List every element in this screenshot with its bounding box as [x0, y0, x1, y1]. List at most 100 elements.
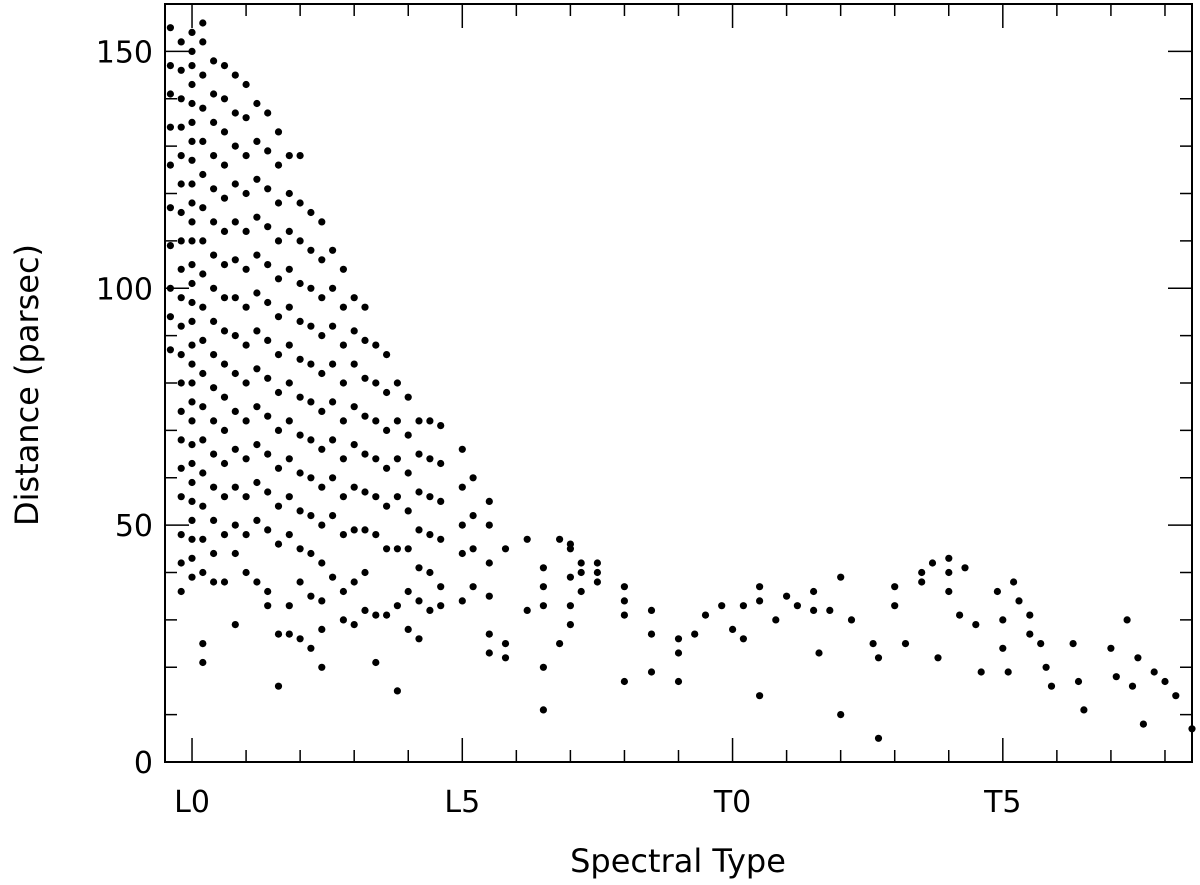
data-point	[264, 488, 272, 496]
data-point	[426, 455, 434, 463]
data-point	[199, 403, 207, 411]
data-point	[177, 531, 185, 539]
data-point	[539, 564, 548, 572]
data-point	[307, 398, 315, 406]
data-point	[220, 194, 229, 202]
data-point	[593, 578, 602, 586]
data-point	[242, 341, 250, 349]
data-point	[837, 573, 845, 581]
data-point	[437, 459, 445, 468]
data-point	[999, 644, 1007, 652]
data-point	[426, 493, 434, 501]
axis-ticks	[165, 3, 1192, 763]
data-point	[231, 294, 239, 302]
data-point	[383, 464, 391, 472]
data-point	[339, 265, 347, 273]
data-point	[220, 261, 229, 269]
data-point	[210, 185, 218, 193]
data-point	[188, 156, 196, 164]
data-point	[274, 540, 283, 548]
data-point	[1069, 640, 1077, 648]
data-point	[285, 189, 293, 198]
data-point	[253, 441, 261, 449]
data-point	[210, 417, 218, 425]
data-point	[220, 393, 229, 401]
data-point	[1161, 677, 1169, 686]
data-point	[274, 426, 283, 434]
data-point	[329, 322, 337, 330]
data-point	[307, 246, 315, 254]
data-point	[177, 559, 185, 567]
data-point	[329, 284, 337, 292]
data-point	[177, 265, 185, 273]
data-point	[437, 422, 445, 430]
data-point	[566, 602, 575, 610]
data-point	[469, 545, 477, 553]
data-point	[415, 526, 423, 534]
data-point	[318, 445, 326, 453]
data-point	[307, 592, 315, 600]
data-point	[231, 142, 239, 150]
data-point	[458, 549, 466, 558]
data-point	[188, 478, 196, 487]
data-point	[501, 654, 510, 662]
data-point	[188, 237, 196, 245]
data-point	[318, 625, 326, 634]
data-point	[199, 270, 207, 278]
data-point	[199, 71, 207, 79]
data-point	[539, 602, 548, 610]
data-point	[539, 663, 548, 671]
data-point	[485, 559, 493, 567]
y-tick-label: 100	[96, 272, 153, 307]
data-point	[350, 526, 358, 534]
data-point	[188, 554, 196, 562]
data-point	[501, 545, 510, 553]
data-point	[220, 95, 229, 103]
data-point	[274, 275, 283, 283]
data-point	[231, 332, 239, 340]
data-point	[242, 114, 250, 122]
data-point	[285, 531, 293, 539]
data-point	[177, 436, 185, 444]
data-point	[350, 360, 358, 368]
data-point	[274, 237, 283, 245]
data-point	[691, 630, 699, 638]
data-point	[718, 602, 726, 610]
data-point	[199, 535, 207, 543]
data-point	[264, 185, 272, 193]
data-point	[188, 459, 196, 468]
data-point	[307, 208, 315, 217]
data-point	[469, 583, 477, 591]
data-point	[318, 369, 326, 378]
data-point	[307, 644, 315, 652]
data-point	[956, 611, 964, 619]
data-point	[393, 493, 401, 501]
data-point	[577, 568, 585, 577]
data-point	[393, 602, 401, 610]
y-tick-label: 0	[134, 746, 153, 781]
data-point	[350, 327, 358, 335]
data-point	[253, 137, 261, 145]
data-point	[166, 313, 174, 321]
data-point	[210, 284, 218, 292]
data-point	[393, 687, 401, 695]
data-point	[210, 483, 218, 491]
data-point	[264, 602, 272, 610]
data-point	[264, 147, 272, 155]
data-point	[372, 379, 380, 387]
data-point	[404, 469, 412, 477]
data-point	[993, 587, 1002, 596]
data-point	[961, 564, 969, 572]
data-point	[783, 592, 791, 600]
data-point	[264, 587, 272, 596]
data-point	[177, 294, 185, 302]
data-point	[188, 28, 196, 36]
data-point	[264, 374, 272, 382]
data-point	[404, 625, 412, 634]
data-point	[166, 242, 174, 250]
data-point	[1042, 663, 1050, 671]
data-point	[329, 360, 337, 368]
data-point	[1037, 640, 1045, 648]
data-point	[404, 545, 412, 553]
